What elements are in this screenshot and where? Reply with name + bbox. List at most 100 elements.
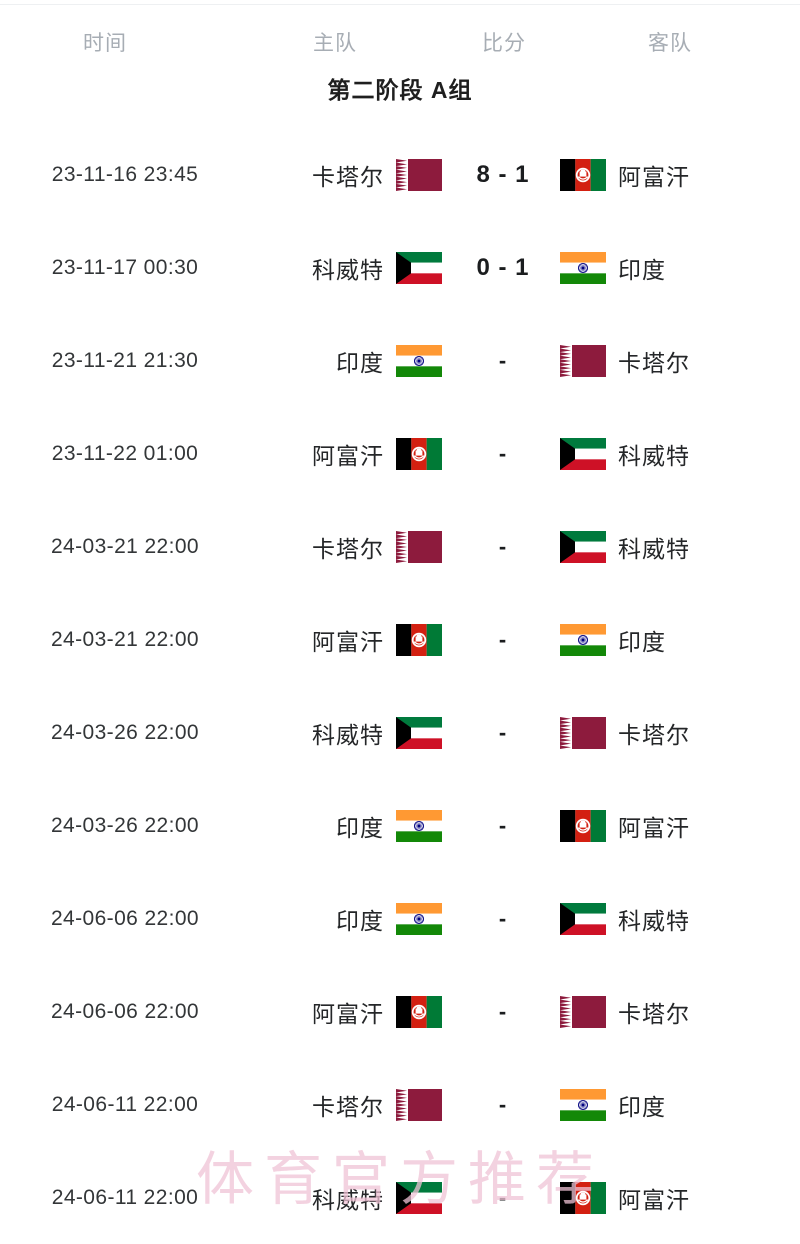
home-team-name: 科威特 [312, 256, 384, 283]
kuwait-flag [396, 1181, 442, 1214]
match-time: 23-11-22 01:00 [51, 441, 199, 465]
home-team-cell[interactable]: 印度 [250, 872, 450, 965]
match-score: - [498, 719, 508, 745]
away-team-name: 科威特 [618, 535, 690, 562]
match-row[interactable]: 24-03-26 22:00 科威特 - 卡塔尔 [0, 686, 800, 779]
qatar-flag [396, 530, 442, 563]
away-team-name: 印度 [618, 256, 666, 283]
match-score: - [498, 626, 508, 652]
india-flag [560, 1088, 606, 1121]
away-team-name: 阿富汗 [618, 814, 690, 841]
match-score: - [498, 347, 508, 373]
afghanistan-flag [396, 623, 442, 656]
home-team-cell[interactable]: 阿富汗 [250, 407, 450, 500]
away-team-cell[interactable]: 阿富汗 [556, 779, 766, 872]
away-team-cell[interactable]: 印度 [556, 1058, 766, 1151]
away-team-name: 阿富汗 [618, 1186, 690, 1213]
home-team-cell[interactable]: 卡塔尔 [250, 500, 450, 593]
home-team-name: 卡塔尔 [312, 163, 384, 190]
kuwait-flag [396, 716, 442, 749]
away-team-cell[interactable]: 卡塔尔 [556, 686, 766, 779]
away-team-cell[interactable]: 阿富汗 [556, 128, 766, 221]
afghanistan-flag [396, 437, 442, 470]
column-header-home: 主队 [313, 32, 357, 55]
afghanistan-flag [560, 809, 606, 842]
match-row[interactable]: 23-11-17 00:30 科威特 0 - 1 [0, 221, 800, 314]
away-team-name: 卡塔尔 [618, 349, 690, 376]
home-team-cell[interactable]: 科威特 [250, 1151, 450, 1244]
qatar-flag [396, 1088, 442, 1121]
match-row[interactable]: 23-11-22 01:00 阿富汗 - 科威特 [0, 407, 800, 500]
match-time: 24-03-26 22:00 [50, 720, 200, 744]
column-header-time: 时间 [83, 32, 127, 55]
match-time: 24-06-11 22:00 [51, 1092, 199, 1116]
india-flag [560, 251, 606, 284]
match-score: - [498, 1184, 508, 1210]
india-flag [560, 623, 606, 656]
match-row[interactable]: 24-06-06 22:00 阿富汗 - 卡塔尔 [0, 965, 800, 1058]
match-row[interactable]: 24-03-26 22:00 印度 [0, 779, 800, 872]
match-row[interactable]: 24-03-21 22:00 阿富汗 - [0, 593, 800, 686]
kuwait-flag [560, 530, 606, 563]
home-team-cell[interactable]: 卡塔尔 [250, 128, 450, 221]
match-row[interactable]: 24-06-11 22:00 卡塔尔 - [0, 1058, 800, 1151]
match-score: - [498, 533, 508, 559]
home-team-cell[interactable]: 印度 [250, 779, 450, 872]
match-time: 23-11-21 21:30 [51, 348, 199, 372]
match-row[interactable]: 24-03-21 22:00 卡塔尔 - 科威特 [0, 500, 800, 593]
match-time: 24-03-26 22:00 [50, 813, 200, 837]
away-team-name: 印度 [618, 628, 666, 655]
match-score: - [498, 440, 508, 466]
match-score: - [498, 998, 508, 1024]
home-team-name: 印度 [336, 907, 384, 934]
home-team-cell[interactable]: 印度 [250, 314, 450, 407]
away-team-name: 阿富汗 [618, 163, 690, 190]
away-team-cell[interactable]: 卡塔尔 [556, 965, 766, 1058]
away-team-name: 印度 [618, 1093, 666, 1120]
match-row[interactable]: 24-06-06 22:00 印度 [0, 872, 800, 965]
away-team-name: 科威特 [618, 907, 690, 934]
home-team-name: 印度 [336, 349, 384, 376]
qatar-flag [560, 344, 606, 377]
home-team-cell[interactable]: 科威特 [250, 221, 450, 314]
home-team-name: 卡塔尔 [312, 1093, 384, 1120]
away-team-name: 卡塔尔 [618, 721, 690, 748]
qatar-flag [396, 158, 442, 191]
home-team-cell[interactable]: 阿富汗 [250, 965, 450, 1058]
home-team-cell[interactable]: 阿富汗 [250, 593, 450, 686]
india-flag [396, 809, 442, 842]
kuwait-flag [396, 251, 442, 284]
match-row[interactable]: 23-11-21 21:30 印度 [0, 314, 800, 407]
match-time: 24-03-21 22:00 [50, 627, 200, 651]
match-score: - [498, 1091, 508, 1117]
home-team-name: 阿富汗 [312, 1000, 384, 1027]
away-team-cell[interactable]: 科威特 [556, 407, 766, 500]
match-row[interactable]: 23-11-16 23:45 卡塔尔 8 - 1 阿富汗 [0, 128, 800, 221]
match-time: 24-06-06 22:00 [50, 999, 200, 1023]
column-header-away: 客队 [648, 32, 692, 55]
home-team-cell[interactable]: 科威特 [250, 686, 450, 779]
india-flag [396, 902, 442, 935]
away-team-cell[interactable]: 阿富汗 [556, 1151, 766, 1244]
kuwait-flag [560, 902, 606, 935]
away-team-name: 科威特 [618, 442, 690, 469]
home-team-cell[interactable]: 卡塔尔 [250, 1058, 450, 1151]
match-time: 23-11-16 23:45 [51, 162, 199, 186]
india-flag [396, 344, 442, 377]
home-team-name: 阿富汗 [312, 628, 384, 655]
away-team-cell[interactable]: 卡塔尔 [556, 314, 766, 407]
kuwait-flag [560, 437, 606, 470]
afghanistan-flag [396, 995, 442, 1028]
afghanistan-flag [560, 1181, 606, 1214]
home-team-name: 科威特 [312, 1186, 384, 1213]
column-header-score: 比分 [482, 32, 526, 55]
away-team-cell[interactable]: 科威特 [556, 500, 766, 593]
match-row[interactable]: 24-06-11 22:00 科威特 - 阿富汗 [0, 1151, 800, 1244]
away-team-cell[interactable]: 科威特 [556, 872, 766, 965]
away-team-cell[interactable]: 印度 [556, 593, 766, 686]
match-time: 23-11-17 00:30 [51, 255, 199, 279]
match-score: 8 - 1 [476, 160, 530, 188]
away-team-cell[interactable]: 印度 [556, 221, 766, 314]
match-time: 24-03-21 22:00 [50, 534, 200, 558]
match-score: - [498, 812, 508, 838]
